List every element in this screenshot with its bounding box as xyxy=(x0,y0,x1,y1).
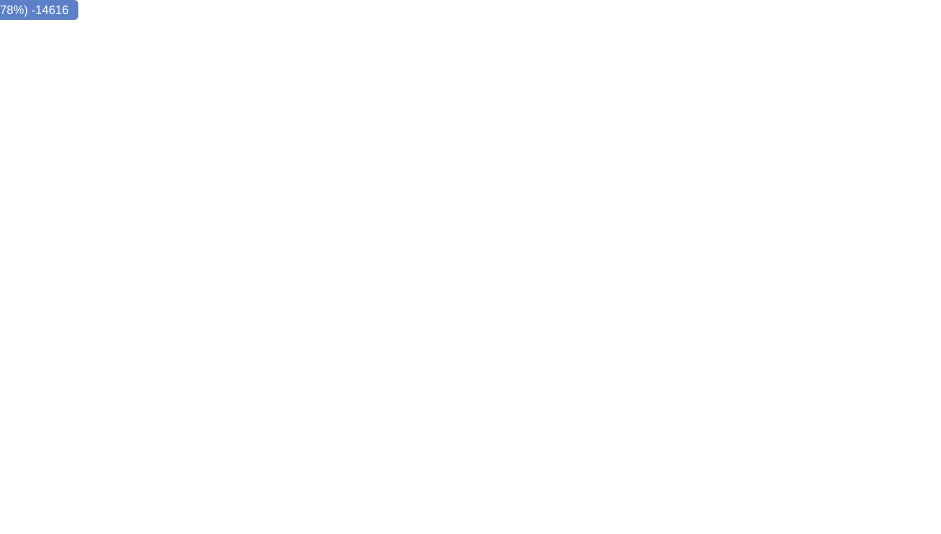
price-axis[interactable] xyxy=(875,0,941,507)
time-axis[interactable] xyxy=(0,507,941,534)
